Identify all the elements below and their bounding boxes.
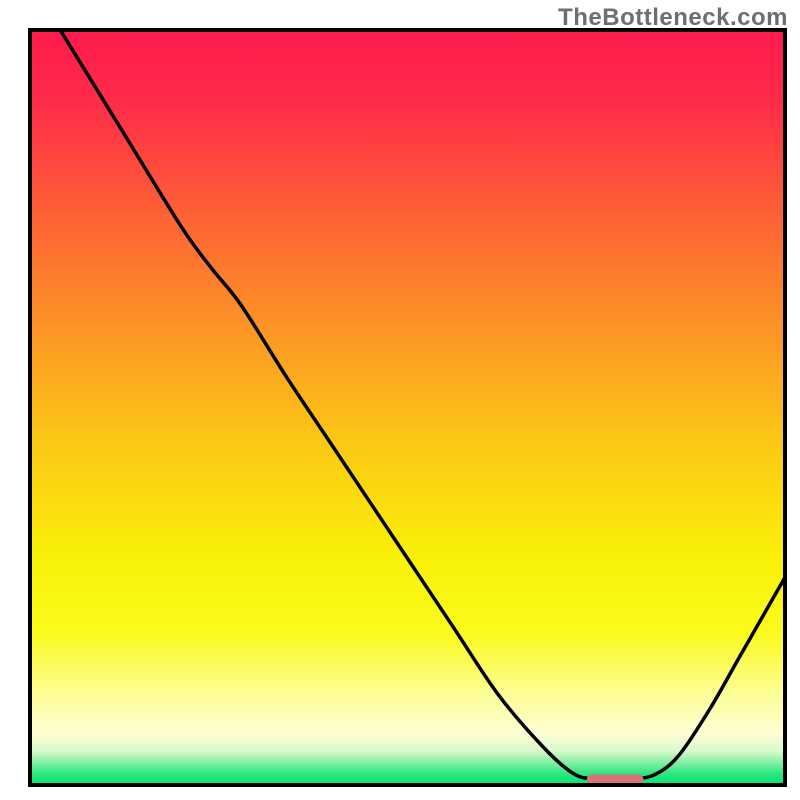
bottleneck-chart xyxy=(0,0,800,800)
chart-container: { "watermark": "TheBottleneck.com", "cha… xyxy=(0,0,800,800)
plot-background xyxy=(30,30,785,785)
watermark-text: TheBottleneck.com xyxy=(558,4,788,32)
